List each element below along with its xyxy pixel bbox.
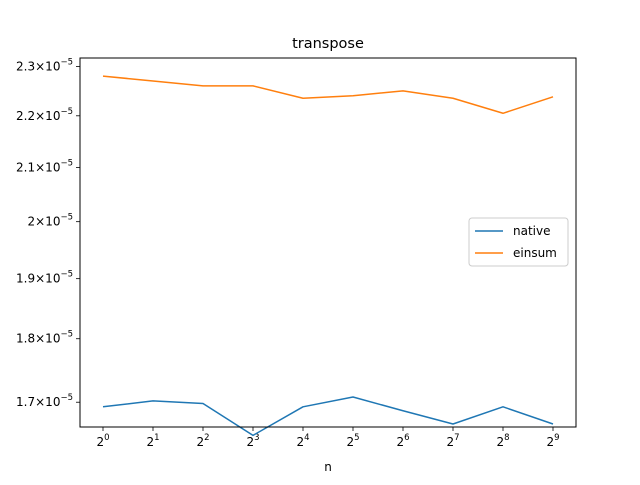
legend-box xyxy=(468,217,569,267)
x-tick-label: 28 xyxy=(496,433,509,449)
chart-title: transpose xyxy=(292,36,364,52)
y-tick-label: 2.1×10−5 xyxy=(16,158,73,174)
legend-label-native: native xyxy=(513,224,550,238)
x-tick-label: 26 xyxy=(396,433,409,449)
x-tick-label: 22 xyxy=(196,433,209,449)
series-line-einsum xyxy=(102,75,554,115)
x-tick-label: 27 xyxy=(446,433,459,449)
x-tick-label: 21 xyxy=(146,433,159,449)
series-line-native xyxy=(102,396,554,437)
y-tick-label: 1.8×10−5 xyxy=(16,330,73,346)
legend: native einsum xyxy=(468,217,569,267)
plot-frame xyxy=(79,57,577,428)
x-tick-label: 20 xyxy=(96,433,109,449)
y-tick-label: 2×10−5 xyxy=(28,213,74,229)
y-tick-label: 2.2×10−5 xyxy=(16,107,73,123)
legend-label-einsum: einsum xyxy=(513,246,557,260)
x-tick-label: 23 xyxy=(246,433,259,449)
y-tick-label: 1.7×10−5 xyxy=(16,393,73,409)
x-axis-label: n xyxy=(324,460,332,474)
x-tick-label: 24 xyxy=(296,433,309,449)
y-tick-label: 1.9×10−5 xyxy=(16,270,73,286)
y-tick-label: 2.3×10−5 xyxy=(16,57,73,73)
x-tick-label: 29 xyxy=(546,433,559,449)
x-tick-label: 25 xyxy=(346,433,359,449)
